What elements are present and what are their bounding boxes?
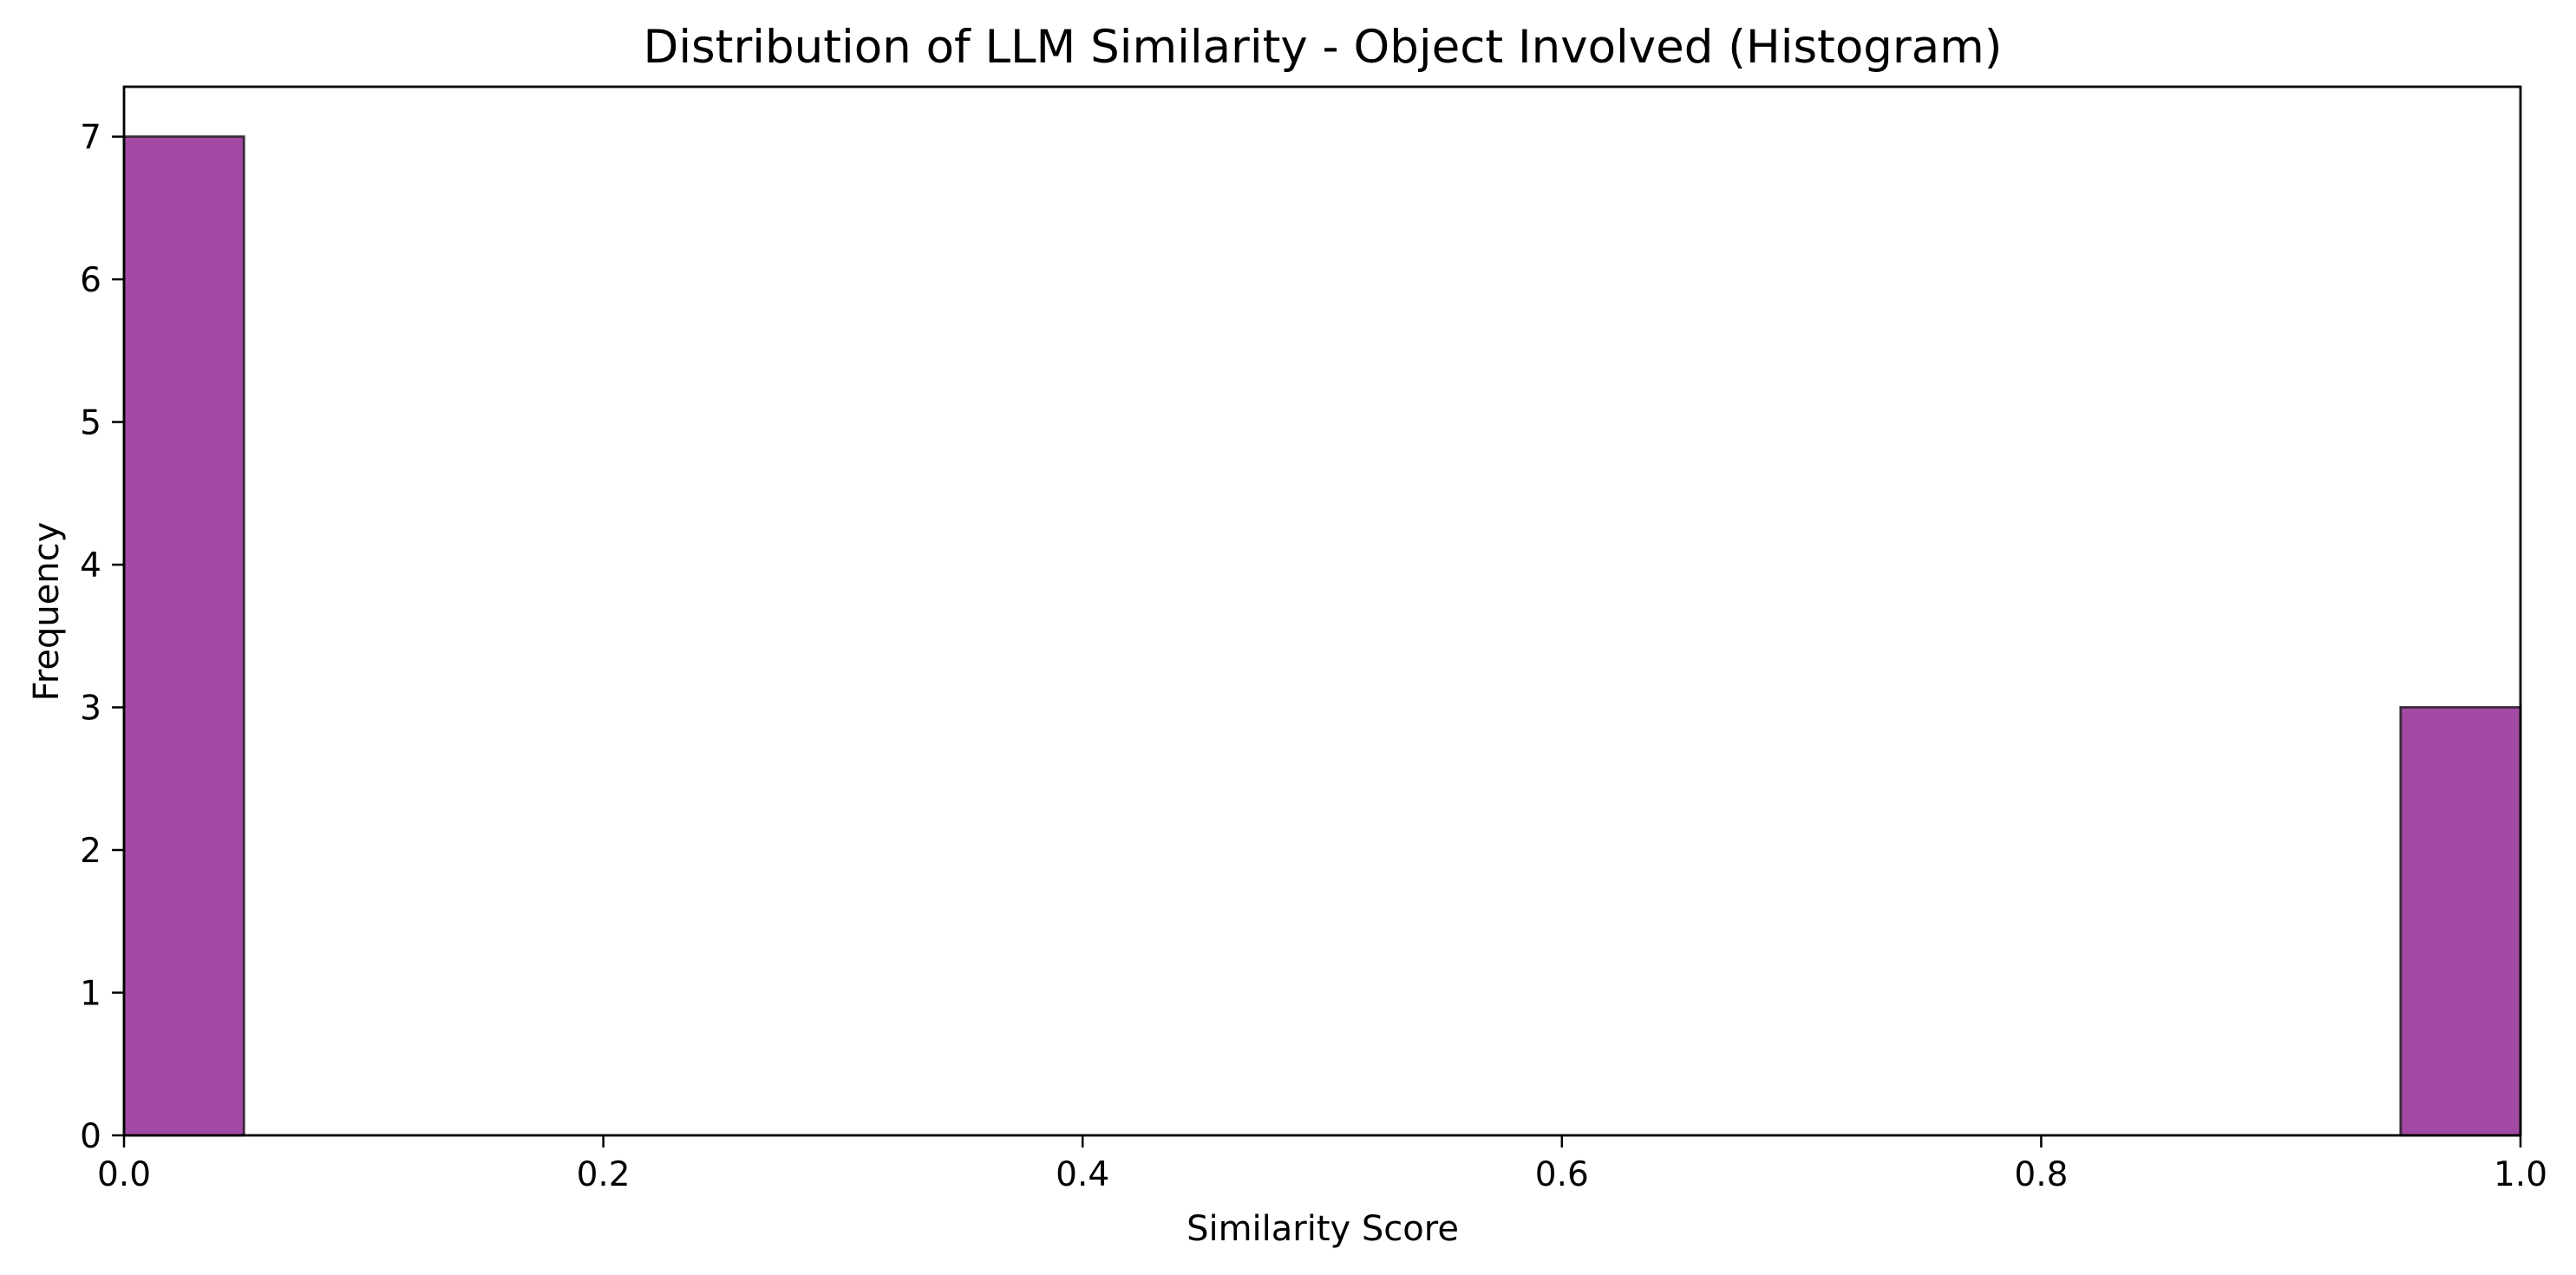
x-tick-label-3: 0.6 [1535, 1155, 1589, 1194]
y-tick-label-7: 7 [80, 119, 101, 158]
plot-frame [122, 85, 2522, 1137]
y-tick-label-2: 2 [80, 832, 101, 871]
chart-title: Distribution of LLM Similarity - Object … [644, 21, 2003, 74]
y-tick-label-4: 4 [80, 546, 101, 585]
y-axis-ticks: 0 1 2 3 4 5 6 7 [80, 119, 124, 1156]
histogram-bar-0 [122, 135, 245, 1137]
x-tick-label-5: 1.0 [2494, 1155, 2547, 1194]
x-tick-label-0: 0.0 [97, 1155, 151, 1194]
y-tick-label-1: 1 [80, 975, 101, 1014]
y-axis-label: Frequency [27, 522, 67, 702]
histogram-bar-1 [2399, 706, 2522, 1137]
y-tick-label-0: 0 [80, 1117, 101, 1156]
y-tick-label-5: 5 [80, 404, 101, 443]
x-tick-label-2: 0.4 [1056, 1155, 1109, 1194]
y-tick-label-6: 6 [80, 261, 101, 300]
x-tick-label-4: 0.8 [2014, 1155, 2068, 1194]
bars-group [122, 135, 2522, 1137]
y-tick-label-3: 3 [80, 690, 101, 729]
x-tick-label-1: 0.2 [577, 1155, 631, 1194]
x-axis-ticks: 0.0 0.2 0.4 0.6 0.8 1.0 [97, 1135, 2547, 1194]
x-axis-label: Similarity Score [1187, 1209, 1459, 1249]
